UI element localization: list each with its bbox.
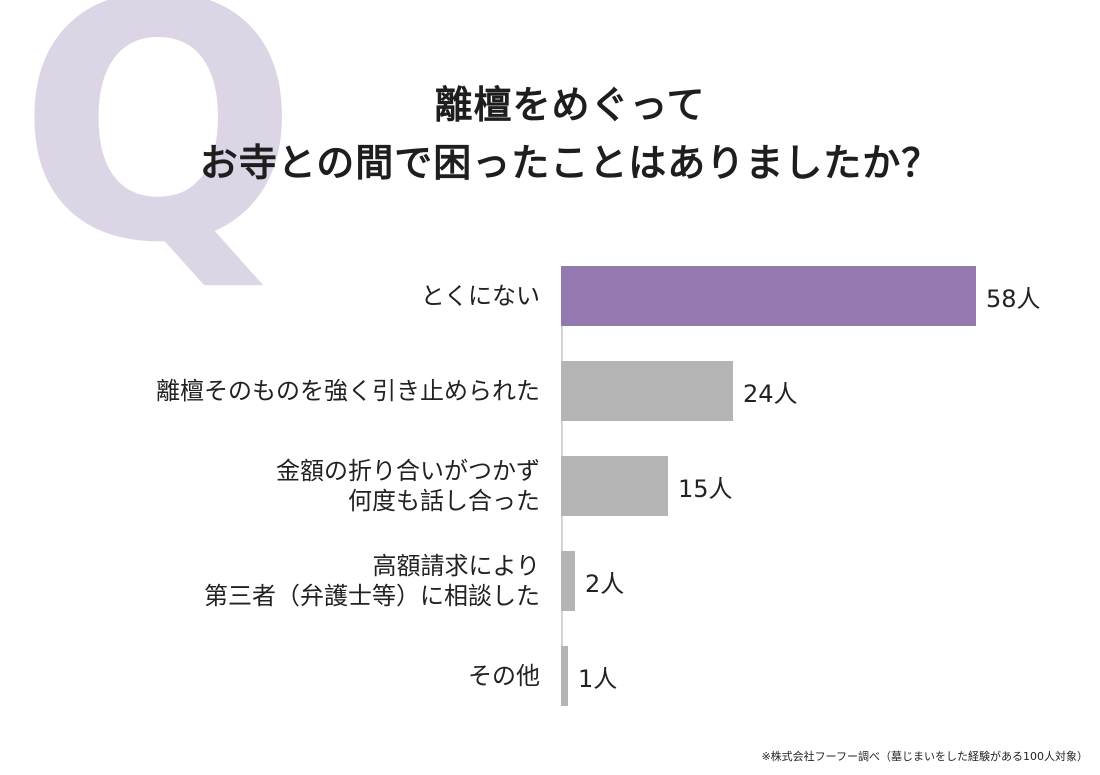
bar	[561, 361, 733, 421]
value-label: 15人	[678, 474, 733, 503]
bar-row: 高額請求により 第三者（弁護士等）に相談した 2人	[0, 551, 1100, 611]
category-label: 高額請求により 第三者（弁護士等）に相談した	[204, 552, 540, 610]
category-label: 離檀そのものを強く引き止められた	[156, 377, 540, 405]
category-label: とくにない	[420, 282, 540, 310]
chart-title: 離檀をめぐって お寺との間で困ったことはありましたか？	[0, 76, 1100, 192]
category-label: 金額の折り合いがつかず 何度も話し合った	[276, 457, 540, 515]
bar-row: 金額の折り合いがつかず 何度も話し合った 15人	[0, 456, 1100, 516]
q-decoration: Q	[18, 0, 299, 315]
title-line-1: 離檀をめぐって	[434, 83, 706, 127]
bar	[561, 266, 976, 326]
value-label: 24人	[743, 379, 798, 408]
bar-row: とくにない 58人	[0, 266, 1100, 326]
value-label: 1人	[578, 664, 618, 693]
category-label: その他	[468, 662, 540, 690]
bar	[561, 646, 568, 706]
value-label: 2人	[585, 569, 625, 598]
source-footnote: ※株式会社フーフー調べ（墓じまいをした経験がある100人対象）	[761, 750, 1088, 763]
bar	[561, 456, 668, 516]
value-label: 58人	[986, 284, 1041, 313]
title-line-2: お寺との間で困ったことはありましたか？	[199, 141, 941, 185]
bar	[561, 551, 575, 611]
bar-row: その他 1人	[0, 646, 1100, 706]
bar-row: 離檀そのものを強く引き止められた 24人	[0, 361, 1100, 421]
